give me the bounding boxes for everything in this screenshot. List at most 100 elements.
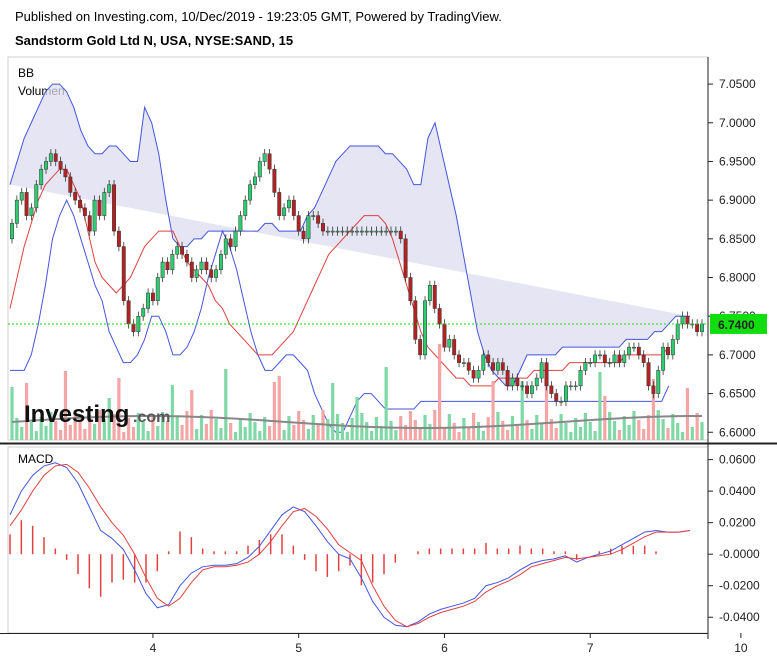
volume-bar <box>554 428 558 440</box>
volume-average-line <box>11 415 703 429</box>
candle-body <box>325 230 330 233</box>
candle-body <box>607 362 612 364</box>
volume-bar <box>617 430 621 440</box>
volume-bar <box>10 387 14 440</box>
candle-body <box>481 354 486 371</box>
candle-body <box>452 339 457 356</box>
macd-tick-label: 0.0600 <box>719 453 756 467</box>
candle-body <box>180 246 185 255</box>
candle-body <box>340 230 345 233</box>
candle-body <box>583 362 588 371</box>
band-fill <box>10 84 690 386</box>
candle-body <box>612 354 617 363</box>
candle-body <box>661 346 666 371</box>
volume-bar <box>598 372 602 440</box>
volume-bar <box>24 383 29 440</box>
candle-body <box>175 246 180 255</box>
volume-bar <box>685 388 690 440</box>
candle-body <box>500 362 505 371</box>
volume-bar <box>384 367 388 440</box>
candle-body <box>457 354 461 363</box>
candle-body <box>126 300 131 325</box>
candle-body <box>29 207 34 216</box>
volume-bar <box>340 423 345 440</box>
candle-body <box>316 215 321 224</box>
volume-bar <box>481 431 485 440</box>
volume-bar <box>93 424 97 440</box>
x-tick-label: 4 <box>150 641 157 655</box>
candle-body <box>311 215 316 217</box>
candle-body <box>112 184 116 232</box>
volume-bar <box>190 390 194 440</box>
volume-bar <box>627 425 631 440</box>
candle-body <box>432 285 437 309</box>
x-tick-label: 10 <box>734 641 748 655</box>
candle-body <box>666 346 670 356</box>
volume-bar <box>165 421 170 440</box>
volume-bar <box>632 411 636 440</box>
candle-body <box>622 354 627 363</box>
candle-body <box>53 153 58 162</box>
candle-body <box>116 230 121 247</box>
candle-body <box>199 261 204 271</box>
candle-body <box>568 385 573 388</box>
candle-body <box>223 238 228 255</box>
candle-body <box>194 269 199 278</box>
candle-body <box>651 385 656 394</box>
volume-bar <box>637 420 641 440</box>
volume-bar <box>506 430 510 440</box>
volume-bar <box>374 417 379 440</box>
volume-bar <box>68 425 72 440</box>
macd-tick-label: 0.0400 <box>719 484 756 498</box>
current-price-badge <box>710 313 767 334</box>
candle-body <box>253 176 257 185</box>
volume-bar <box>574 418 578 440</box>
volume-bar <box>510 416 515 440</box>
symbol-title: Sandstorm Gold Ltd N, USA, NYSE:SAND, 15 <box>15 33 294 48</box>
price-tick-label: 6.9000 <box>719 193 756 207</box>
price-tick-label: 6.7000 <box>719 348 756 362</box>
candle-body <box>398 230 403 240</box>
volume-bar <box>185 411 189 440</box>
candle-body <box>155 277 160 301</box>
volume-bar <box>156 426 160 440</box>
volume-bar <box>690 427 694 440</box>
candle-body <box>107 184 112 193</box>
volume-bar <box>15 418 19 440</box>
volume-bar <box>559 414 563 440</box>
volume-bar <box>403 425 408 440</box>
candle-body <box>19 192 24 201</box>
volume-bar <box>292 425 296 440</box>
candle-body <box>646 362 651 387</box>
volume-bar <box>44 426 48 440</box>
volume-bar <box>63 371 68 440</box>
volume-bar <box>656 410 660 440</box>
candle-body <box>272 168 277 193</box>
price-tick-label: 6.6000 <box>719 425 756 439</box>
volume-bar <box>335 414 340 440</box>
candle-body <box>92 199 97 232</box>
candlesticks <box>8 149 708 406</box>
volume-bar <box>326 419 330 440</box>
volume-bar <box>243 427 247 440</box>
volume-bar <box>540 424 544 440</box>
candle-body <box>359 230 364 233</box>
volume-bar <box>131 427 136 440</box>
candle-body <box>121 246 126 301</box>
volume-bar <box>151 417 155 440</box>
candle-body <box>447 339 452 348</box>
candle-body <box>24 192 29 216</box>
volume-bar <box>680 432 685 440</box>
candle-body <box>563 385 568 402</box>
volume-bar <box>467 427 471 440</box>
candle-body <box>58 161 63 170</box>
candle-body <box>165 261 170 271</box>
candle-body <box>233 230 238 247</box>
volume-bar <box>331 383 335 440</box>
volume-bar <box>233 432 238 440</box>
candle-body <box>306 215 311 240</box>
volume-bar <box>642 429 646 440</box>
price-tick-label: 7.0000 <box>719 116 756 130</box>
volume-bar <box>476 422 481 440</box>
